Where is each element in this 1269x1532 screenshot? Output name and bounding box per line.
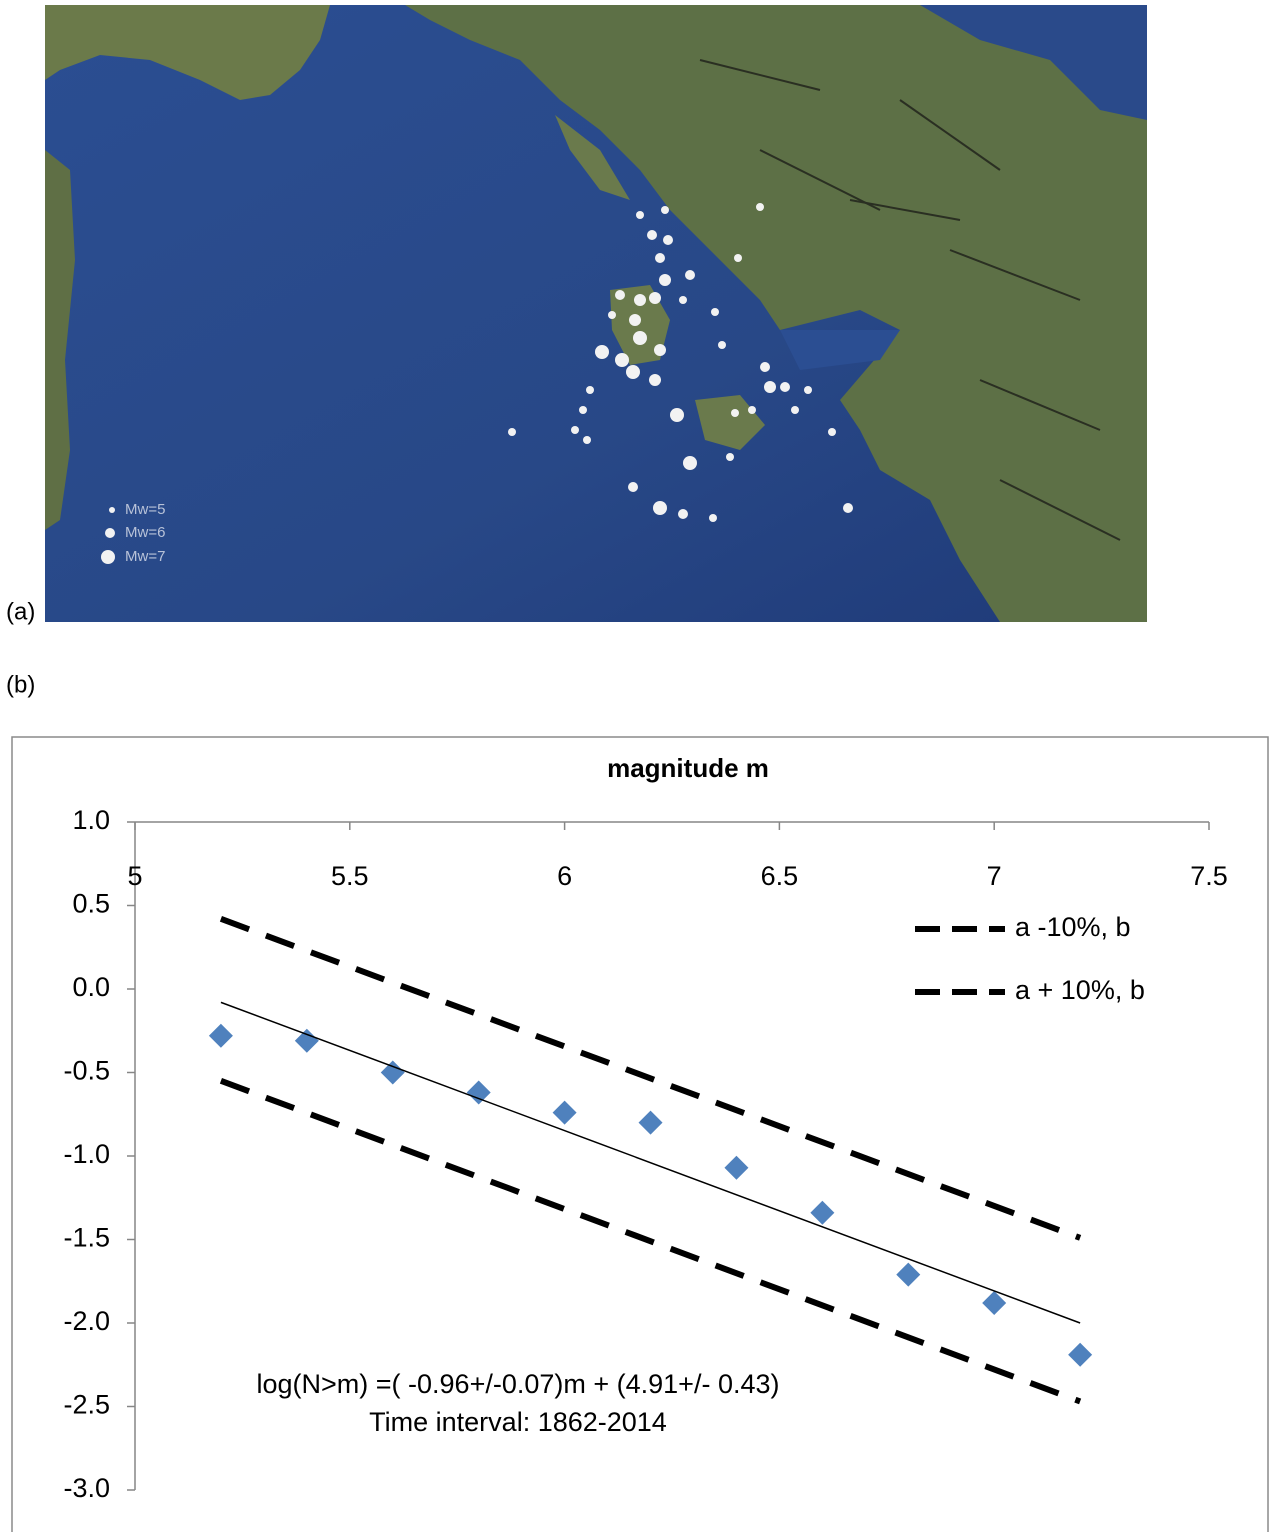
y-tick-label: -1.5: [63, 1223, 110, 1253]
map-legend-label: Mw=7: [125, 548, 165, 565]
y-tick-label: -3.0: [63, 1473, 110, 1503]
x-tick-label: 6: [557, 861, 572, 891]
legend-label: a -10%, b: [1015, 912, 1131, 942]
map-legend-label: Mw=5: [125, 501, 165, 518]
annotation: log(N>m) =( -0.96+/-0.07)m + (4.91+/- 0.…: [257, 1369, 780, 1399]
x-tick-label: 7: [987, 861, 1002, 891]
panel-label: (b): [6, 671, 35, 698]
x-tick-label: 7.5: [1190, 861, 1228, 891]
map-legend-label: Mw=6: [125, 524, 165, 541]
legend-label: a + 10%, b: [1015, 975, 1145, 1005]
chart-title: magnitude m: [607, 753, 769, 783]
figure: Mw=5 Mw=6 Mw=7 (a) (b) magnitude m log(N…: [0, 0, 1269, 1532]
page: Mw=5 Mw=6 Mw=7 (a) (b) magnitude m log(N…: [0, 0, 1269, 1532]
panel-label: (a): [6, 598, 35, 625]
annotation: Time interval: 1862-2014: [369, 1407, 667, 1437]
x-tick-label: 5: [127, 861, 142, 891]
map: Mw=5 Mw=6 Mw=7: [45, 5, 1147, 622]
y-tick-label: -1.0: [63, 1139, 110, 1169]
y-tick-label: -2.0: [63, 1306, 110, 1336]
y-tick-label: 0.5: [72, 889, 110, 919]
y-tick-label: -0.5: [63, 1056, 110, 1086]
x-tick-label: 5.5: [331, 861, 369, 891]
y-tick-label: -2.5: [63, 1390, 110, 1420]
y-tick-label: 0.0: [72, 972, 110, 1002]
y-tick-label: 1.0: [72, 805, 110, 835]
x-tick-label: 6.5: [761, 861, 799, 891]
